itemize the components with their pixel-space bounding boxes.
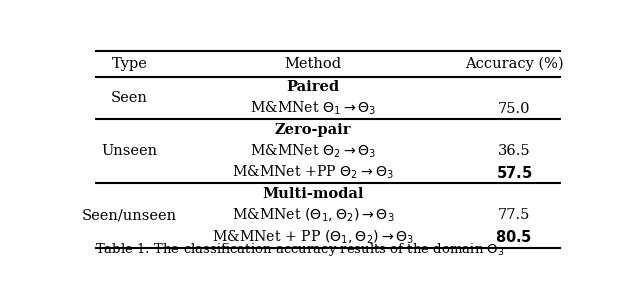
Text: 75.0: 75.0 bbox=[498, 102, 531, 116]
Text: $\mathbf{80.5}$: $\mathbf{80.5}$ bbox=[495, 229, 532, 245]
Text: Unseen: Unseen bbox=[102, 145, 157, 158]
Text: M&MNet $\Theta_2 \rightarrow \Theta_3$: M&MNet $\Theta_2 \rightarrow \Theta_3$ bbox=[250, 143, 376, 160]
Text: $\mathbf{57.5}$: $\mathbf{57.5}$ bbox=[496, 165, 532, 181]
Text: M&MNet + PP $(\Theta_1,\Theta_2) \rightarrow \Theta_3$: M&MNet + PP $(\Theta_1,\Theta_2) \righta… bbox=[212, 228, 414, 246]
Text: Method: Method bbox=[285, 57, 342, 71]
Text: Type: Type bbox=[111, 57, 148, 71]
Text: M&MNet $(\Theta_1,\Theta_2) \rightarrow \Theta_3$: M&MNet $(\Theta_1,\Theta_2) \rightarrow … bbox=[232, 207, 394, 224]
Text: M&MNet +PP $\Theta_2 \rightarrow \Theta_3$: M&MNet +PP $\Theta_2 \rightarrow \Theta_… bbox=[232, 164, 394, 181]
Text: Table 1: The classification accuracy results of the domain $\Theta_3$: Table 1: The classification accuracy res… bbox=[95, 241, 504, 258]
Text: Seen: Seen bbox=[111, 91, 148, 105]
Text: 36.5: 36.5 bbox=[498, 145, 531, 158]
Text: Paired: Paired bbox=[287, 80, 340, 94]
Text: M&MNet $\Theta_1 \rightarrow \Theta_3$: M&MNet $\Theta_1 \rightarrow \Theta_3$ bbox=[250, 100, 376, 117]
Text: Seen/unseen: Seen/unseen bbox=[82, 208, 177, 223]
Text: Accuracy (%): Accuracy (%) bbox=[465, 57, 563, 71]
Text: 77.5: 77.5 bbox=[498, 208, 530, 223]
Text: Multi-modal: Multi-modal bbox=[262, 187, 364, 201]
Text: Zero-pair: Zero-pair bbox=[275, 123, 351, 137]
